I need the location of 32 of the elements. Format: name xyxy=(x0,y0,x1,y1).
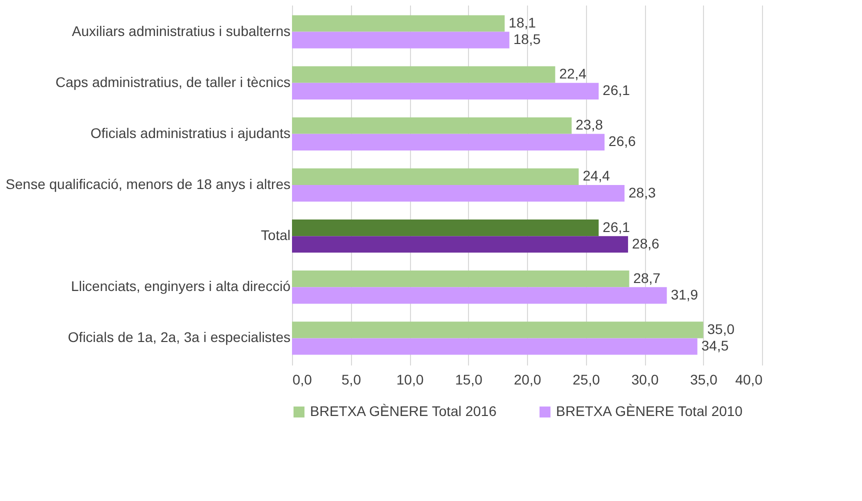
y-tick-label: Total xyxy=(260,227,290,244)
data-label: 26,6 xyxy=(608,133,636,150)
y-tick-label: Oficials administratius i ajudants xyxy=(90,124,290,141)
x-tick-label: 35,0 xyxy=(690,372,718,388)
data-label: 18,5 xyxy=(513,31,541,48)
data-label: 23,8 xyxy=(576,116,604,133)
y-tick-label: Oficials de 1a, 2a, 3a i especialistes xyxy=(68,329,290,346)
legend-label: BRETXA GÈNERE Total 2010 xyxy=(556,403,743,419)
data-label: 34,5 xyxy=(701,337,729,354)
data-label: 35,0 xyxy=(707,320,735,337)
y-tick-label: Caps administratius, de taller i tècnics xyxy=(56,74,290,90)
data-label: 18,1 xyxy=(508,14,536,31)
y-tick-label: Sense qualificació, menors de 18 anys i altres xyxy=(6,176,290,192)
x-tick-label: 30,0 xyxy=(631,372,659,388)
data-label: 22,4 xyxy=(559,66,587,82)
x-tick-label: 5,0 xyxy=(342,372,362,388)
y-tick-label: Llicenciats, enginyers i alta direcció xyxy=(71,278,291,294)
data-label: 28,6 xyxy=(632,235,660,252)
data-label: 26,1 xyxy=(602,82,630,98)
x-tick-label: 10,0 xyxy=(396,372,424,388)
data-label: 28,7 xyxy=(633,270,661,286)
data-label: 31,9 xyxy=(670,286,698,302)
y-tick-label: Auxiliars administratius i subalterns xyxy=(72,22,290,39)
x-tick-label: 25,0 xyxy=(572,372,600,388)
data-label: 26,1 xyxy=(602,218,630,235)
x-tick-label: 0,0 xyxy=(292,372,312,388)
data-label: 28,3 xyxy=(628,184,656,200)
x-tick-label: 20,0 xyxy=(514,372,542,388)
x-tick-label: 15,0 xyxy=(455,372,483,388)
x-tick-label: 40,0 xyxy=(735,372,763,388)
data-label: 24,4 xyxy=(582,168,610,184)
legend-label: BRETXA GÈNERE Total 2016 xyxy=(310,403,497,419)
